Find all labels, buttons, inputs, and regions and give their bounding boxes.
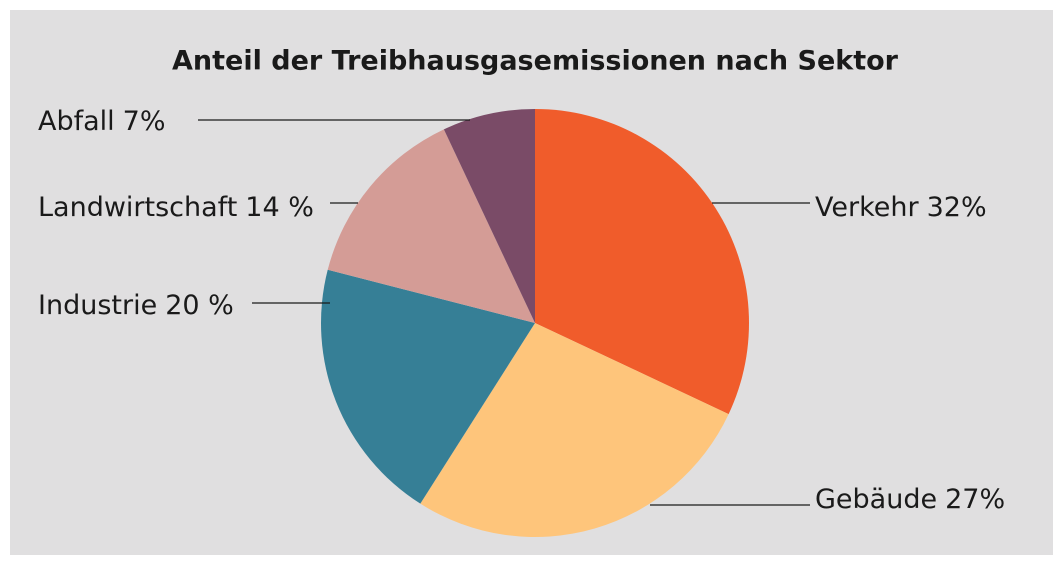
pie-slice (327, 129, 535, 323)
value-label: 20 % (165, 290, 234, 321)
value-label: 14 % (245, 192, 314, 223)
value-label: 7% (123, 106, 166, 137)
category-label: Verkehr (815, 192, 919, 223)
category-label: Gebäude (815, 484, 937, 515)
value-label: 27% (945, 484, 1005, 515)
value-label: 32% (927, 192, 987, 223)
category-label: Landwirtschaft (38, 192, 237, 223)
pie-slice (443, 109, 535, 323)
slice-label: Landwirtschaft 14 % (38, 192, 314, 223)
slice-label: Verkehr 32% (815, 192, 987, 223)
category-label: Abfall (38, 106, 115, 137)
slice-label: Gebäude 27% (815, 484, 1005, 515)
pie-slice (321, 269, 535, 504)
pie-slice (535, 109, 749, 415)
chart-title: Anteil der Treibhausgasemissionen nach S… (172, 46, 899, 77)
category-label: Industrie (38, 290, 157, 321)
slice-label: Industrie 20 % (38, 290, 234, 321)
slice-label: Abfall 7% (38, 106, 166, 137)
pie-slice (420, 323, 729, 537)
